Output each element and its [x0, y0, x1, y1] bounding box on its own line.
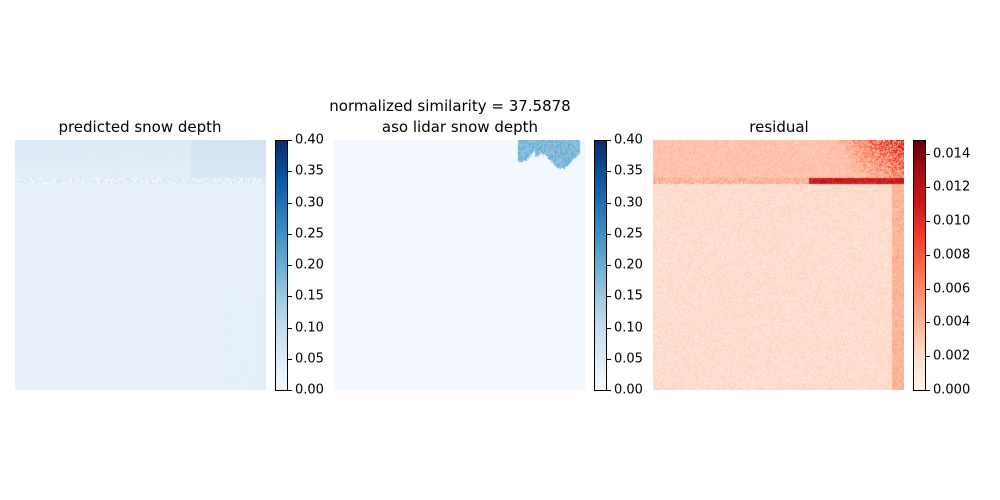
colorbar-tick-mark: [607, 327, 611, 329]
colorbar-tick-mark: [607, 358, 611, 360]
colorbar-tick-label: 0.05: [614, 351, 643, 367]
heatmap-predicted: [15, 140, 266, 390]
colorbar-tick-mark: [288, 296, 292, 298]
colorbar-tick-mark: [926, 254, 930, 256]
colorbar-tick-mark: [926, 153, 930, 155]
colorbar-tick-mark: [288, 390, 292, 391]
colorbar-tick-label: 0.010: [933, 213, 971, 229]
colorbar-tick-label: 0.30: [614, 195, 643, 210]
colorbar-tick-label: 0.008: [933, 247, 971, 263]
colorbar-tick-mark: [288, 202, 292, 204]
title-residual: residual: [749, 118, 809, 136]
colorbar-tick-label: 0.30: [295, 195, 324, 210]
colorbar-tick-mark: [607, 296, 611, 298]
colorbar-tick-label: 0.00: [295, 382, 324, 398]
colorbar-tick-mark: [607, 390, 611, 391]
colorbar-tick-label: 0.002: [933, 348, 971, 364]
colorbar-tick-label: 0.00: [614, 382, 643, 398]
heatmap-residual: [653, 140, 904, 390]
colorbar-tick-label: 0.10: [295, 320, 324, 335]
colorbar-tick-label: 0.20: [295, 257, 324, 273]
colorbar-tick-mark: [607, 171, 611, 173]
colorbar-tick-mark: [607, 140, 611, 141]
colorbar-tick-label: 0.006: [933, 281, 971, 297]
colorbar-tick-mark: [288, 171, 292, 173]
colorbar-tick-mark: [288, 358, 292, 360]
colorbar-tick-mark: [926, 322, 930, 324]
title-aso: aso lidar snow depth: [381, 118, 539, 136]
colorbar-tick-label: 0.35: [295, 163, 324, 179]
colorbar-tick-label: 0.25: [614, 226, 643, 242]
colorbar-tick-label: 0.012: [933, 179, 971, 195]
colorbar-tick-label: 0.25: [295, 226, 324, 242]
colorbar-tick-label: 0.15: [295, 288, 324, 304]
colorbar-tick-mark: [926, 187, 930, 189]
colorbar-tick-label: 0.004: [933, 314, 971, 330]
colorbar-residual: [913, 140, 926, 391]
colorbar-predicted: [275, 140, 288, 391]
heatmap-aso: [334, 140, 585, 390]
colorbar-tick-label: 0.40: [614, 132, 643, 148]
colorbar-tick-label: 0.15: [614, 288, 643, 304]
colorbar-aso: [594, 140, 607, 391]
colorbar-tick-mark: [926, 356, 930, 358]
colorbar-tick-label: 0.20: [614, 257, 643, 273]
colorbar-tick-mark: [288, 233, 292, 235]
colorbar-tick-label: 0.35: [614, 163, 643, 179]
colorbar-tick-mark: [607, 233, 611, 235]
colorbar-tick-mark: [288, 140, 292, 141]
colorbar-tick-mark: [926, 390, 930, 391]
colorbar-tick-mark: [288, 265, 292, 266]
colorbar-tick-mark: [926, 221, 930, 223]
suptitle: normalized similarity = 37.5878: [329, 97, 571, 115]
colorbar-tick-label: 0.05: [295, 351, 324, 367]
colorbar-tick-label: 0.10: [614, 320, 643, 335]
colorbar-tick-label: 0.000: [933, 382, 971, 398]
colorbar-tick-label: 0.014: [933, 146, 971, 161]
colorbar-tick-mark: [926, 288, 930, 290]
colorbar-tick-mark: [607, 265, 611, 266]
colorbar-tick-mark: [288, 327, 292, 329]
title-predicted: predicted snow depth: [58, 118, 222, 136]
colorbar-tick-label: 0.40: [295, 132, 324, 148]
colorbar-tick-mark: [607, 202, 611, 204]
